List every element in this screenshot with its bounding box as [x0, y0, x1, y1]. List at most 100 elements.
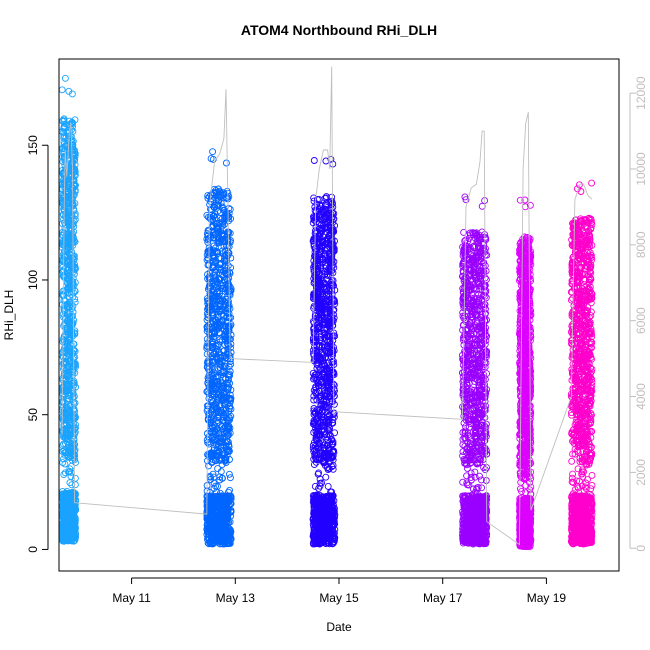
data-point — [64, 404, 71, 411]
data-point — [65, 329, 73, 337]
data-point — [69, 137, 77, 145]
data-point — [60, 455, 67, 463]
data-point — [71, 399, 79, 407]
data-point — [66, 430, 74, 438]
data-point — [71, 212, 79, 220]
data-point — [64, 502, 71, 510]
data-point — [226, 474, 234, 482]
data-point — [68, 200, 76, 207]
data-point — [71, 501, 79, 509]
data-point — [71, 505, 79, 512]
data-point — [60, 507, 68, 515]
data-point — [65, 221, 73, 229]
data-point — [60, 140, 68, 148]
data-point — [66, 453, 74, 461]
data-point — [59, 442, 67, 450]
data-point — [61, 412, 69, 420]
data-point — [68, 442, 76, 450]
data-point — [61, 123, 69, 131]
data-point — [72, 421, 80, 429]
data-point — [226, 372, 234, 380]
data-point — [216, 261, 224, 269]
data-point — [63, 499, 71, 506]
data-point — [68, 119, 76, 127]
data-point — [70, 177, 78, 185]
series-1 — [58, 74, 80, 545]
data-point — [61, 381, 69, 389]
data-point — [64, 300, 72, 308]
data-point — [68, 189, 76, 197]
data-point — [59, 228, 67, 236]
data-point — [61, 74, 69, 82]
data-point — [65, 235, 73, 243]
data-point — [67, 245, 75, 253]
data-point — [64, 435, 72, 442]
data-point — [222, 159, 230, 167]
data-point — [60, 471, 68, 479]
data-point — [63, 385, 70, 393]
data-point — [70, 281, 78, 289]
data-point — [71, 210, 79, 218]
data-point — [66, 449, 74, 457]
data-point — [61, 386, 69, 394]
data-point — [70, 180, 78, 188]
data-point — [59, 519, 67, 527]
data-point — [70, 253, 78, 261]
data-point — [476, 472, 483, 480]
data-point — [71, 263, 79, 271]
data-point — [310, 157, 318, 164]
data-point — [64, 347, 72, 355]
data-point — [61, 460, 69, 468]
data-point — [65, 313, 73, 321]
data-point — [69, 123, 76, 131]
data-marks — [58, 74, 596, 551]
data-point — [59, 397, 67, 405]
data-point — [61, 355, 69, 363]
data-point — [65, 318, 73, 326]
data-point — [68, 530, 75, 538]
chart-title: ATOM4 Northbound RHi_DLH — [241, 22, 437, 38]
data-point — [209, 148, 217, 156]
data-point — [60, 215, 67, 223]
data-point — [324, 482, 332, 490]
data-point — [65, 368, 73, 376]
data-point — [62, 288, 70, 296]
data-point — [63, 141, 71, 149]
data-point — [65, 373, 73, 381]
data-point — [68, 516, 75, 524]
data-point — [61, 492, 69, 500]
data-point — [60, 353, 67, 361]
data-point — [60, 116, 68, 124]
data-point — [59, 210, 67, 218]
data-point — [69, 393, 77, 401]
data-point — [67, 264, 75, 272]
data-point — [62, 448, 70, 456]
data-point — [322, 473, 330, 481]
data-point — [61, 433, 68, 441]
data-point — [61, 343, 69, 351]
data-point — [72, 383, 80, 391]
data-point — [68, 183, 76, 191]
data-point — [71, 181, 79, 189]
data-point — [64, 284, 72, 292]
data-point — [58, 86, 66, 94]
data-point — [69, 127, 77, 135]
data-point — [225, 342, 233, 349]
data-point — [59, 169, 67, 177]
data-point — [61, 536, 69, 544]
data-point — [61, 236, 69, 244]
data-point — [66, 344, 74, 352]
data-point — [66, 479, 74, 487]
data-point — [68, 90, 76, 98]
data-point — [216, 336, 224, 344]
data-point — [61, 512, 69, 519]
data-point — [65, 418, 73, 426]
data-point — [67, 500, 75, 508]
data-point — [64, 492, 72, 500]
data-point — [70, 508, 78, 516]
data-point — [63, 190, 71, 198]
data-point — [71, 168, 78, 176]
data-point — [65, 276, 73, 284]
data-point — [70, 217, 78, 225]
